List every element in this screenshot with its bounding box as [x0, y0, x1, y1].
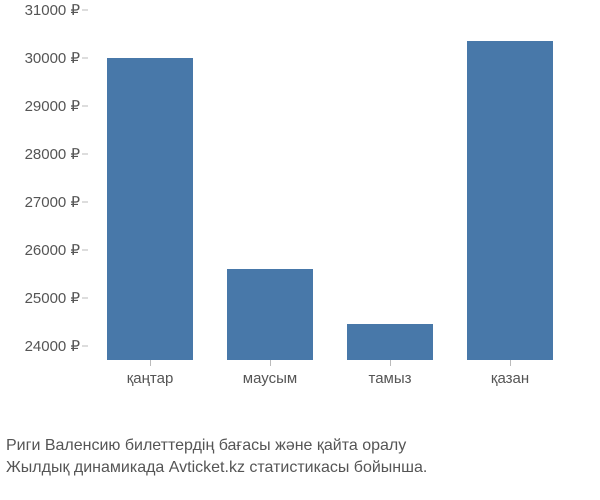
y-tick-mark [82, 10, 88, 11]
x-tick-label: қазан [491, 370, 529, 387]
y-tick-label: 30000 ₽ [25, 49, 80, 67]
y-axis: 24000 ₽ 25000 ₽ 26000 ₽ 27000 ₽ 28000 ₽ 29000… [0, 10, 88, 360]
y-tick-label: 25000 ₽ [25, 289, 80, 307]
y-tick-label: 28000 ₽ [25, 145, 80, 163]
y-tick-label: 27000 ₽ [25, 193, 80, 211]
chart-caption: Риги Валенсию билеттердің бағасы және қа… [6, 435, 596, 480]
y-tick-mark [82, 297, 88, 298]
bar [107, 58, 193, 360]
y-tick-label: 24000 ₽ [25, 337, 80, 355]
y-tick-mark [82, 345, 88, 346]
bar [347, 324, 433, 360]
x-tick-label: маусым [243, 370, 297, 387]
y-tick-label: 31000 ₽ [25, 1, 80, 19]
x-tick-label: тамыз [368, 370, 411, 387]
x-tick-mark [150, 360, 151, 366]
y-tick-mark [82, 57, 88, 58]
plot-area [90, 10, 570, 360]
price-chart: 24000 ₽ 25000 ₽ 26000 ₽ 27000 ₽ 28000 ₽ 29000… [0, 0, 600, 430]
y-tick-mark [82, 153, 88, 154]
y-tick-label: 26000 ₽ [25, 241, 80, 259]
x-tick-label: қаңтар [127, 370, 174, 387]
caption-line-2: Жылдық динамикада Avticket.kz статистика… [6, 457, 596, 479]
y-tick-label: 29000 ₽ [25, 97, 80, 115]
caption-line-1: Риги Валенсию билеттердің бағасы және қа… [6, 435, 596, 457]
y-tick-mark [82, 249, 88, 250]
bar [467, 41, 553, 360]
x-tick-mark [390, 360, 391, 366]
y-tick-mark [82, 201, 88, 202]
x-tick-mark [270, 360, 271, 366]
x-tick-mark [510, 360, 511, 366]
x-axis: қаңтар маусым тамыз қазан [90, 360, 570, 400]
y-tick-mark [82, 105, 88, 106]
bar [227, 269, 313, 360]
